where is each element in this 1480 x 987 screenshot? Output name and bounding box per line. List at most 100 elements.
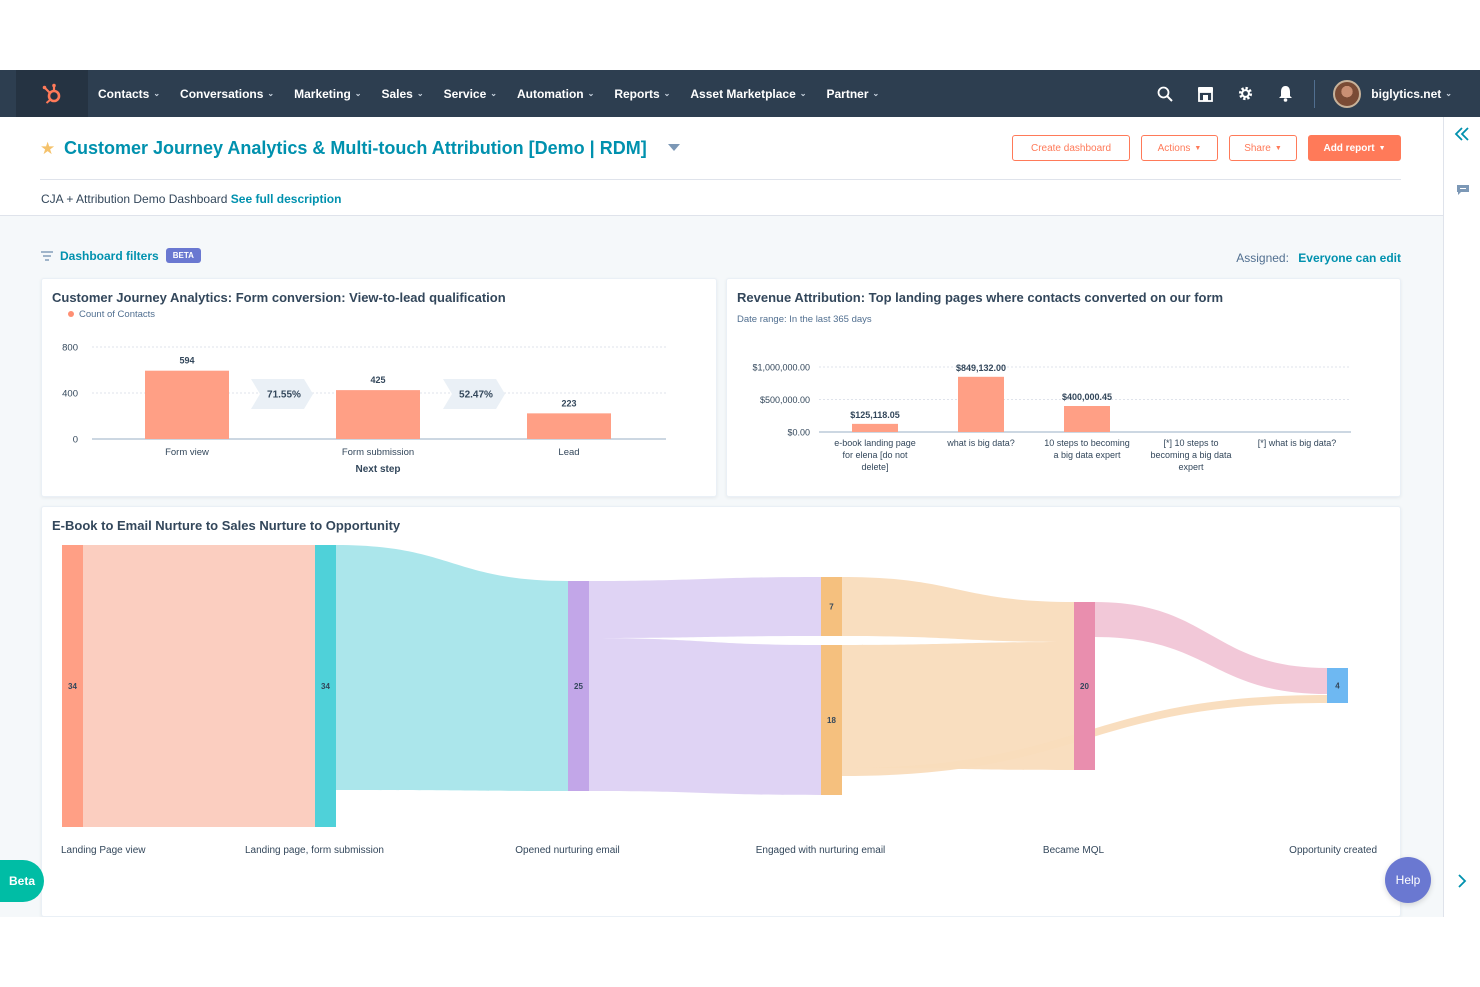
gear-icon[interactable] <box>1234 83 1256 105</box>
bar-value-label: $125,118.05 <box>850 410 900 420</box>
see-full-description-link[interactable]: See full description <box>230 192 342 206</box>
chart-title: Customer Journey Analytics: Form convers… <box>52 290 506 305</box>
share-button[interactable]: Share ▼ <box>1229 135 1297 161</box>
y-tick-label: 0 <box>73 435 78 446</box>
dashboard-filters-label[interactable]: Dashboard filters <box>60 248 159 263</box>
bar <box>852 423 898 432</box>
marketplace-icon[interactable] <box>1194 83 1216 105</box>
create-dashboard-button[interactable]: Create dashboard <box>1012 135 1130 161</box>
nav-label: Conversations <box>180 86 264 101</box>
conversion-arrow <box>251 379 313 409</box>
sankey-node-label: 18 <box>827 716 836 725</box>
conversion-rate-label: 71.55% <box>267 390 301 401</box>
bar <box>145 370 229 439</box>
bar-value-label: $849,132.00 <box>956 363 1006 373</box>
chart-title: Revenue Attribution: Top landing pages w… <box>737 290 1224 305</box>
x-tick-label: expert <box>1178 462 1204 472</box>
search-icon[interactable] <box>1154 83 1176 105</box>
nav-label: Partner <box>826 86 869 101</box>
x-tick-label: e-book landing page <box>834 438 916 448</box>
sankey-link <box>1095 602 1327 694</box>
assigned-permissions: Assigned: Everyone can edit <box>1236 251 1401 265</box>
sankey-node <box>568 581 589 791</box>
actions-button[interactable]: Actions ▼ <box>1141 135 1218 161</box>
revenue-bar-chart: $1,000,000.00 $500,000.00 $0.00 $125,118.05… <box>752 363 1351 472</box>
bar <box>1064 405 1110 432</box>
bar-value-label: 425 <box>370 375 385 385</box>
bar <box>958 376 1004 432</box>
sankey-node <box>62 545 83 827</box>
sankey-link <box>842 577 1074 642</box>
dashboard-description: CJA + Attribution Demo Dashboard See ful… <box>41 192 341 206</box>
report-card-revenue-attribution[interactable]: Revenue Attribution: Top landing pages w… <box>726 278 1401 497</box>
chart-subtitle: Date range: In the last 365 days <box>737 314 872 325</box>
nav-item-automation[interactable]: Automation ⌄ <box>517 87 594 101</box>
dashboard-filters[interactable]: Dashboard filters BETA <box>41 248 201 263</box>
sankey-link <box>842 642 1074 770</box>
add-report-button[interactable]: Add report ▼ <box>1308 135 1401 161</box>
account-name: biglytics.net <box>1371 86 1442 101</box>
nav-label: Automation <box>516 86 584 101</box>
x-tick-label: becoming a big data <box>1150 450 1231 460</box>
sankey-link <box>589 577 821 638</box>
report-card-form-conversion[interactable]: Customer Journey Analytics: Form convers… <box>41 278 717 497</box>
bell-icon[interactable] <box>1274 83 1296 105</box>
chevron-down-icon: ⌄ <box>872 89 880 98</box>
x-tick-label: [*] 10 steps to <box>1163 438 1218 448</box>
nav-item-marketing[interactable]: Marketing ⌄ <box>294 87 361 101</box>
nav-item-sales[interactable]: Sales ⌄ <box>382 87 424 101</box>
sankey-node <box>1327 668 1348 703</box>
sankey-stage-label: Opportunity created <box>1289 845 1377 856</box>
chart-title: E-Book to Email Nurture to Sales Nurture… <box>52 518 401 533</box>
sankey-node-label: 7 <box>829 603 834 612</box>
hubspot-logo-icon[interactable] <box>16 70 88 117</box>
sankey-link <box>83 545 315 827</box>
right-sidebar-rail <box>1443 117 1480 917</box>
beta-feedback-button[interactable]: Beta <box>0 860 44 902</box>
nav-item-service[interactable]: Service ⌄ <box>444 87 497 101</box>
caret-down-icon: ▼ <box>1274 144 1282 152</box>
assigned-value-link[interactable]: Everyone can edit <box>1298 251 1401 265</box>
bar-value-label: $400,000.45 <box>1062 392 1112 402</box>
top-navigation: Contacts ⌄ Conversations ⌄ Marketing ⌄ Sale… <box>0 70 1480 117</box>
nav-item-reports[interactable]: Reports ⌄ <box>614 87 670 101</box>
filter-icon <box>41 250 53 261</box>
account-menu[interactable]: biglytics.net ⌄ <box>1371 87 1452 101</box>
nav-label: Contacts <box>98 86 150 101</box>
x-tick-label: Lead <box>558 447 579 458</box>
sankey-stage-label: Opened nurturing email <box>515 845 620 856</box>
help-button[interactable]: Help <box>1385 857 1431 903</box>
nav-item-asset-marketplace[interactable]: Asset Marketplace ⌄ <box>690 87 806 101</box>
nav-item-partner[interactable]: Partner ⌄ <box>826 87 879 101</box>
sankey-link <box>589 638 821 795</box>
avatar[interactable] <box>1333 79 1362 108</box>
nav-item-contacts[interactable]: Contacts ⌄ <box>98 87 160 101</box>
button-label: Add report <box>1323 142 1375 154</box>
comments-icon[interactable] <box>1456 183 1470 201</box>
favorite-star-icon[interactable]: ★ <box>40 139 56 158</box>
sankey-stage-label: Engaged with nurturing email <box>756 845 886 856</box>
dashboard-header: ★ Customer Journey Analytics & Multi-tou… <box>0 117 1443 216</box>
beta-badge: BETA <box>165 248 201 263</box>
dashboard-switcher-caret-icon[interactable] <box>668 144 680 151</box>
collapse-sidebar-icon[interactable] <box>1454 127 1470 146</box>
x-axis-title: Next step <box>355 464 400 475</box>
y-tick-label: $0.00 <box>787 428 810 438</box>
caret-down-icon: ▼ <box>1378 144 1386 152</box>
chevron-down-icon: ⌄ <box>799 89 807 98</box>
x-tick-label: what is big data? <box>946 438 1015 448</box>
chevron-down-icon: ⌄ <box>1445 89 1452 98</box>
chevron-right-icon[interactable] <box>1457 874 1467 893</box>
sankey-node <box>315 545 336 827</box>
nav-item-conversations[interactable]: Conversations ⌄ <box>180 87 274 101</box>
funnel-bar-chart: 800 400 0 594 Form view 425 Form submission 223… <box>62 343 666 475</box>
app-frame: Contacts ⌄ Conversations ⌄ Marketing ⌄ Sale… <box>0 70 1480 917</box>
sankey-node <box>821 577 842 636</box>
report-card-nurture-sankey[interactable]: E-Book to Email Nurture to Sales Nurture… <box>41 506 1401 917</box>
nav-label: Service <box>443 86 487 101</box>
chevron-down-icon: ⌄ <box>267 89 275 98</box>
bar <box>527 413 611 439</box>
sankey-node-label: 34 <box>68 682 77 691</box>
button-label: Share <box>1244 142 1271 154</box>
description-text: CJA + Attribution Demo Dashboard <box>41 192 228 206</box>
